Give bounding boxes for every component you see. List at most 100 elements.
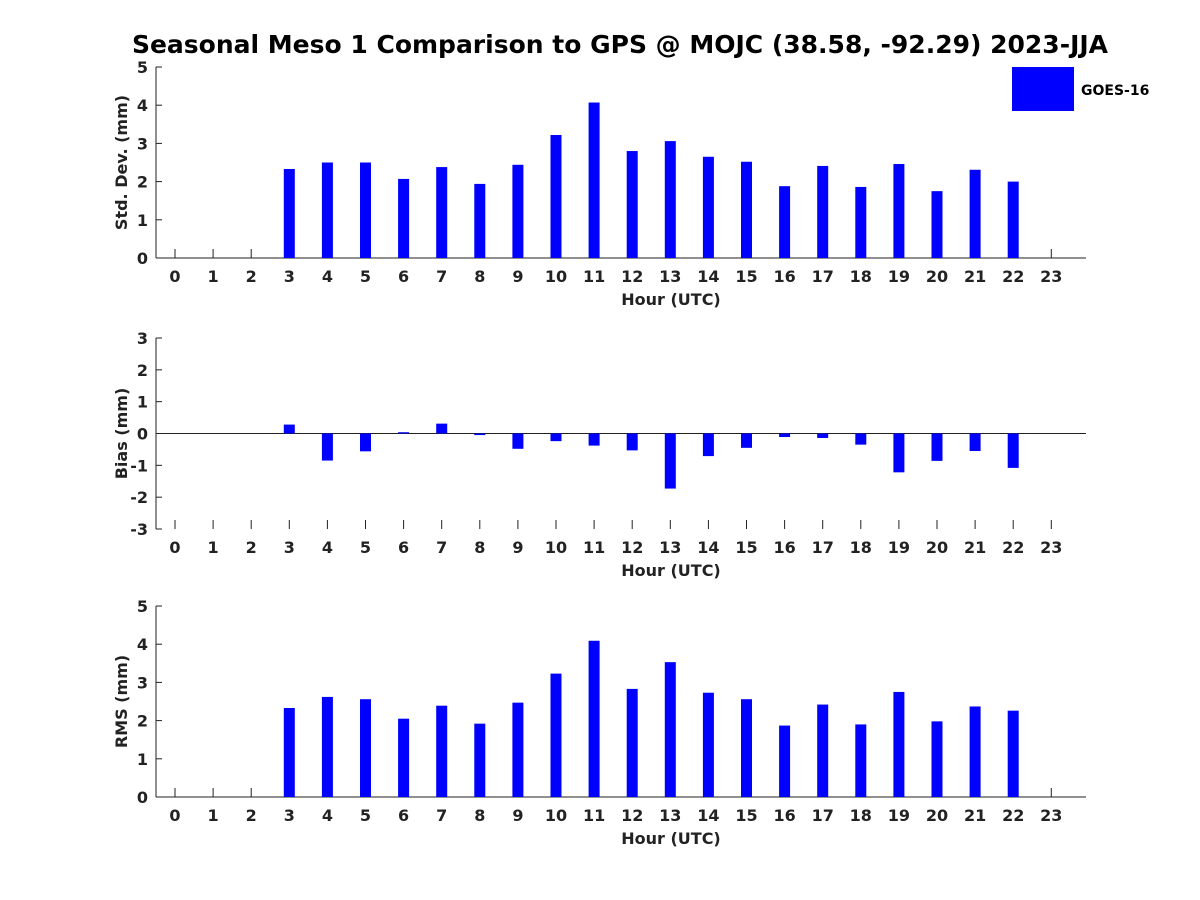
y-tick-label: -1 [130, 456, 148, 475]
bar-hour-13 [664, 433, 676, 489]
x-tick-label: 5 [360, 806, 371, 825]
x-tick-label: 13 [659, 806, 681, 825]
x-axis-label: Hour (UTC) [621, 829, 721, 848]
bar-hour-10 [550, 673, 562, 797]
bar-hour-17 [817, 165, 829, 258]
bar-hour-11 [588, 433, 600, 446]
bar-hour-14 [702, 692, 714, 797]
x-tick-label: 8 [474, 806, 485, 825]
y-tick-label: 0 [137, 425, 148, 444]
bar-hour-7 [436, 167, 448, 258]
bar-hour-4 [321, 433, 333, 461]
bar-hour-13 [664, 662, 676, 797]
bar-hour-8 [474, 433, 486, 436]
x-tick-label: 9 [512, 538, 523, 557]
x-tick-label: 8 [474, 267, 485, 286]
bar-hour-3 [283, 424, 295, 434]
x-tick-label: 7 [436, 538, 447, 557]
bar-hour-14 [702, 156, 714, 258]
bar-hour-16 [779, 186, 791, 258]
bar-hour-6 [398, 432, 410, 434]
bar-hour-10 [550, 134, 562, 258]
x-tick-label: 17 [812, 267, 834, 286]
legend: GOES-16 [1012, 67, 1149, 111]
bar-hour-21 [969, 169, 981, 258]
x-tick-label: 2 [246, 806, 257, 825]
bar-hour-3 [283, 168, 295, 258]
y-axis-label: Std. Dev. (mm) [112, 95, 131, 230]
x-tick-label: 2 [246, 538, 257, 557]
x-tick-label: 4 [322, 538, 333, 557]
x-tick-label: 19 [888, 806, 910, 825]
bar-hour-12 [626, 151, 638, 258]
x-tick-label: 7 [436, 806, 447, 825]
x-tick-label: 10 [545, 538, 567, 557]
bar-hour-20 [931, 721, 943, 797]
x-tick-label: 10 [545, 806, 567, 825]
bar-hour-11 [588, 640, 600, 797]
bar-hour-13 [664, 141, 676, 258]
x-tick-label: 13 [659, 538, 681, 557]
bar-hour-8 [474, 723, 486, 797]
x-tick-label: 9 [512, 267, 523, 286]
x-tick-label: 20 [926, 267, 948, 286]
x-tick-label: 6 [398, 538, 409, 557]
x-tick-label: 11 [583, 806, 605, 825]
x-tick-label: 8 [474, 538, 485, 557]
x-tick-label: 20 [926, 806, 948, 825]
x-tick-label: 2 [246, 267, 257, 286]
x-tick-label: 12 [621, 806, 643, 825]
bar-hour-4 [321, 696, 333, 797]
x-tick-label: 15 [735, 267, 757, 286]
bar-hour-14 [702, 433, 714, 457]
x-tick-label: 19 [888, 267, 910, 286]
x-tick-label: 16 [773, 806, 795, 825]
x-tick-label: 5 [360, 538, 371, 557]
y-tick-label: 1 [137, 393, 148, 412]
bar-hour-19 [893, 433, 905, 473]
bar-hour-7 [436, 705, 448, 797]
x-tick-label: 7 [436, 267, 447, 286]
x-tick-label: 22 [1002, 538, 1024, 557]
bar-hour-6 [398, 718, 410, 797]
bar-hour-18 [855, 724, 867, 797]
x-tick-label: 23 [1040, 538, 1062, 557]
legend-swatch [1012, 67, 1074, 111]
bar-hour-7 [436, 423, 448, 434]
x-tick-label: 10 [545, 267, 567, 286]
x-tick-label: 14 [697, 538, 719, 557]
bar-hour-18 [855, 186, 867, 258]
y-tick-label: 4 [137, 96, 148, 115]
x-tick-label: 16 [773, 538, 795, 557]
bar-hour-15 [741, 161, 752, 258]
x-tick-label: 1 [208, 538, 219, 557]
x-tick-label: 18 [850, 538, 872, 557]
bar-hour-9 [512, 164, 524, 258]
y-axis-label: Bias (mm) [112, 388, 131, 480]
x-tick-label: 23 [1040, 806, 1062, 825]
x-tick-label: 4 [322, 267, 333, 286]
x-tick-label: 4 [322, 806, 333, 825]
bar-hour-6 [398, 178, 410, 258]
x-tick-label: 0 [169, 267, 180, 286]
y-tick-label: 2 [137, 712, 148, 731]
y-tick-label: 2 [137, 361, 148, 380]
bar-hour-9 [512, 702, 524, 797]
bar-hour-15 [741, 699, 752, 797]
bar-hour-22 [1007, 710, 1019, 797]
bar-hour-9 [512, 433, 524, 449]
x-tick-label: 3 [284, 267, 295, 286]
y-tick-label: 5 [137, 597, 148, 616]
bar-hour-20 [931, 191, 943, 258]
chart-title: Seasonal Meso 1 Comparison to GPS @ MOJC… [131, 30, 1109, 59]
x-tick-label: 0 [169, 538, 180, 557]
x-tick-label: 1 [208, 806, 219, 825]
bar-hour-10 [550, 433, 562, 442]
x-tick-label: 13 [659, 267, 681, 286]
legend-label: GOES-16 [1081, 83, 1149, 99]
bar-hour-16 [779, 725, 791, 797]
x-tick-label: 22 [1002, 806, 1024, 825]
